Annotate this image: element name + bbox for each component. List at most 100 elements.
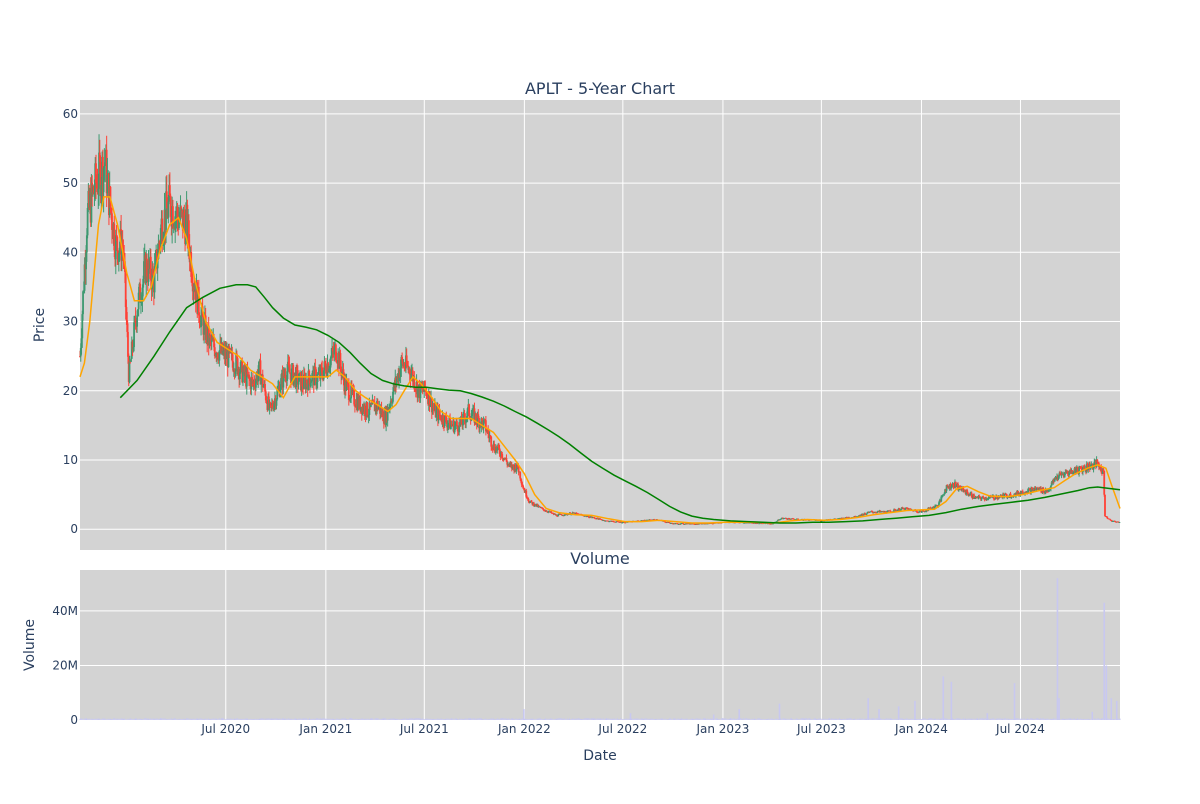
volume-bar (935, 718, 936, 720)
volume-bar (123, 719, 124, 720)
volume-bar (862, 718, 863, 720)
volume-bar (362, 718, 363, 720)
candle-body (439, 415, 441, 416)
candle-body (1103, 471, 1105, 495)
volume-bar (645, 718, 646, 720)
volume-bar (579, 718, 580, 720)
volume-bar (728, 719, 729, 720)
volume-bar (320, 718, 321, 720)
volume-bar (421, 719, 422, 720)
volume-bar (771, 718, 772, 720)
volume-bar (929, 718, 930, 720)
volume-bar (620, 718, 621, 720)
volume-bar (590, 719, 591, 720)
price-y-tick-label: 50 (63, 176, 78, 190)
candle-body (519, 472, 521, 479)
candle-body (866, 514, 868, 515)
volume-bar (435, 719, 436, 720)
volume-bar (888, 718, 889, 720)
volume-bar (734, 719, 735, 720)
volume-bar (583, 719, 584, 720)
volume-bar (224, 719, 225, 720)
volume-bar (591, 718, 592, 720)
volume-bar (906, 718, 907, 720)
volume-bar (299, 719, 300, 720)
volume-bar (666, 719, 667, 720)
volume-bar (494, 719, 495, 720)
volume-bar (787, 719, 788, 720)
volume-bar (618, 719, 619, 720)
volume-bar (379, 719, 380, 720)
volume-bar (560, 718, 561, 720)
volume-bar (754, 718, 755, 720)
volume-bar (622, 719, 623, 720)
volume-bar (478, 719, 479, 720)
volume-bar (161, 718, 162, 720)
volume-bar (680, 719, 681, 720)
volume-bar (977, 718, 978, 720)
volume-bar (220, 719, 221, 720)
candle-body (129, 362, 131, 382)
volume-bar (521, 718, 522, 720)
volume-bar (433, 719, 434, 720)
volume-bar (580, 719, 581, 720)
volume-bar (348, 719, 349, 720)
volume-bar (917, 719, 918, 720)
volume-bar (758, 718, 759, 720)
volume-bar (691, 719, 692, 720)
volume-bar (660, 719, 661, 720)
volume-bar (293, 719, 294, 720)
volume-bar (309, 718, 310, 720)
volume-bar (88, 719, 89, 720)
volume-bar (634, 719, 635, 720)
volume-bar (178, 719, 179, 720)
volume-bar (130, 718, 131, 720)
volume-bar (703, 718, 704, 720)
volume-bar (682, 719, 683, 720)
volume-bar (441, 718, 442, 720)
volume-bar (577, 719, 578, 720)
volume-bar (332, 719, 333, 720)
volume-bar (697, 719, 698, 720)
volume-bar (719, 719, 720, 720)
volume-bar (828, 718, 829, 720)
volume-bar (196, 719, 197, 720)
volume-bar (139, 719, 140, 720)
volume-bar (270, 719, 271, 720)
volume-bar (311, 719, 312, 720)
volume-bar (466, 718, 467, 720)
volume-bar (530, 719, 531, 720)
volume-bar (98, 719, 99, 720)
volume-bar (227, 718, 228, 720)
volume-bar (282, 718, 283, 720)
volume-bar (533, 719, 534, 720)
volume-bar (745, 718, 746, 720)
volume-bar (671, 719, 672, 720)
volume-bar (606, 718, 607, 720)
volume-bar (241, 719, 242, 720)
candle-body (876, 512, 878, 513)
volume-bar (444, 719, 445, 720)
candle-body (1054, 479, 1056, 481)
volume-bar (187, 718, 188, 720)
volume-bar (516, 718, 517, 720)
volume-bar (142, 719, 143, 720)
volume-bar (981, 718, 982, 720)
volume-bar (641, 718, 642, 720)
volume-bar (369, 719, 370, 720)
volume-bar (852, 719, 853, 720)
volume-bar (759, 718, 760, 720)
volume-bar (657, 719, 658, 720)
volume-bar (797, 719, 798, 720)
volume-bar (931, 718, 932, 720)
volume-bar (114, 718, 115, 720)
volume-bar (684, 719, 685, 720)
volume-bar (937, 719, 938, 720)
volume-bar (119, 719, 120, 720)
volume-bar (543, 719, 544, 720)
volume-bar (916, 719, 917, 720)
volume-bar (777, 719, 778, 720)
volume-bar (978, 719, 979, 720)
volume-bar (345, 718, 346, 720)
volume-bar (965, 718, 966, 720)
